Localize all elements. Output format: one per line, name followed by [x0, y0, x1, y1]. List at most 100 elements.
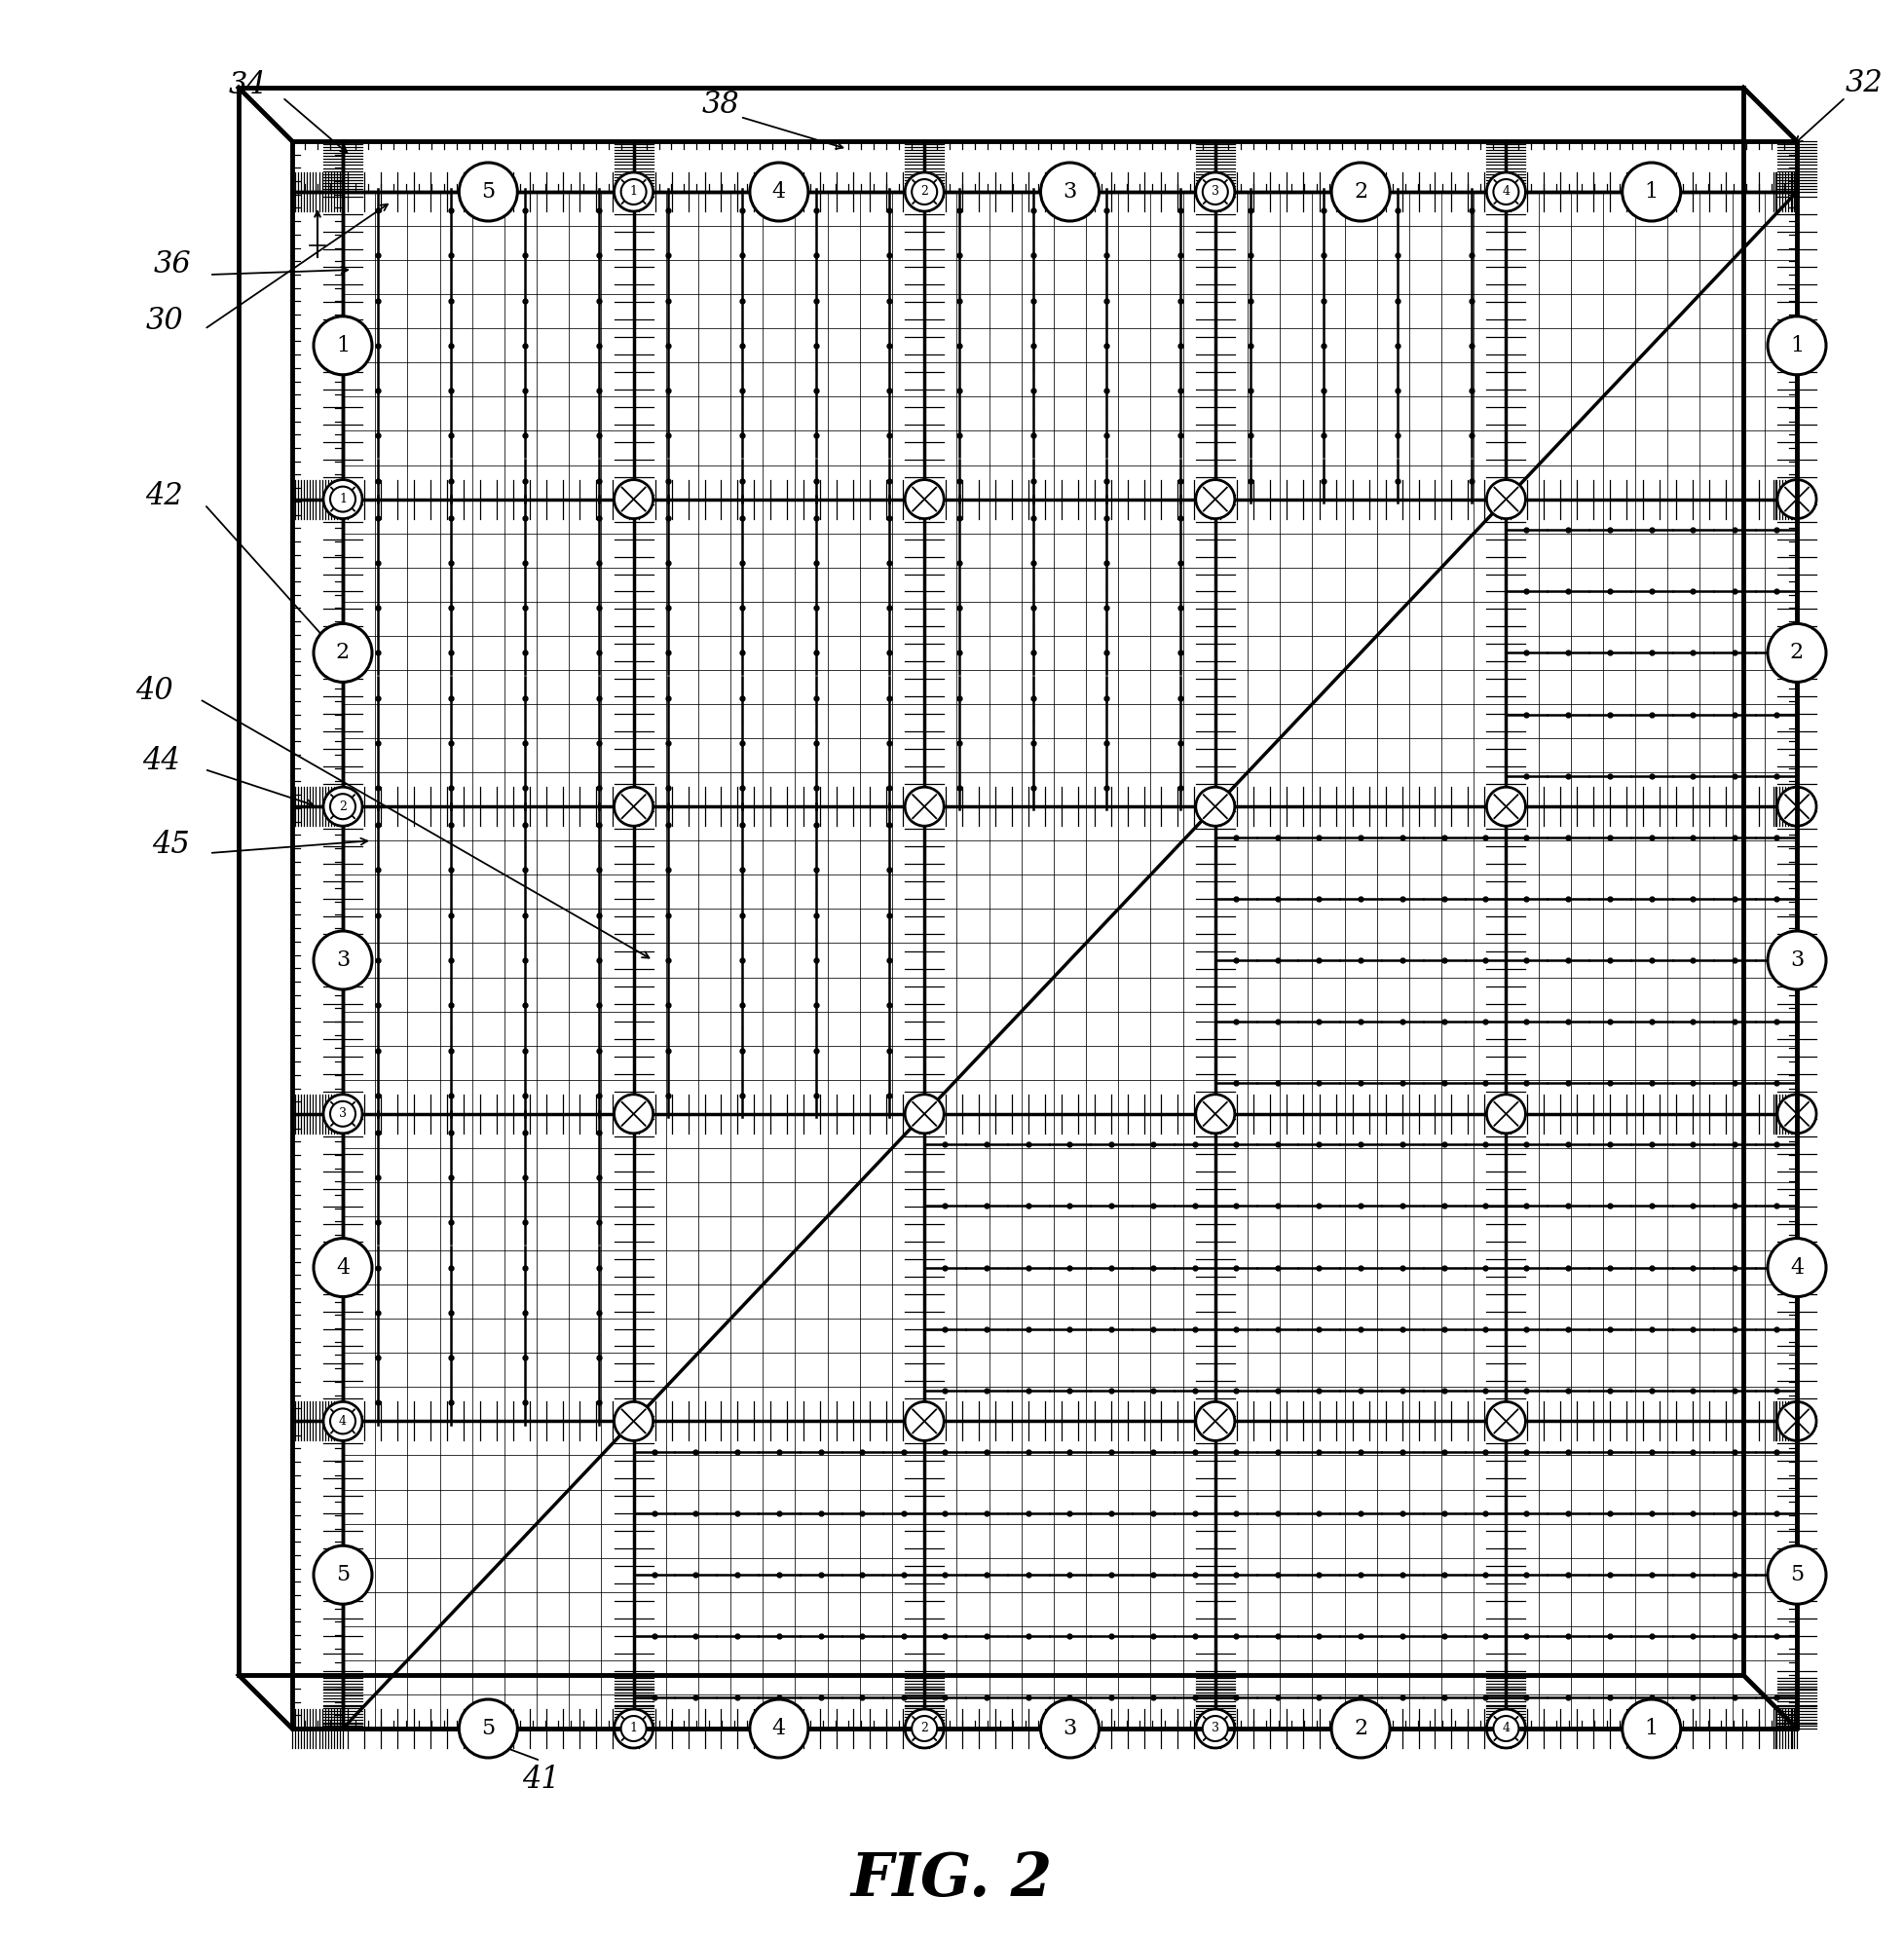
Text: 4: 4 [1502, 186, 1510, 197]
Circle shape [1196, 1709, 1234, 1747]
Circle shape [1487, 788, 1525, 826]
Text: 38: 38 [703, 91, 739, 120]
Circle shape [314, 931, 371, 989]
Text: 1: 1 [630, 186, 638, 197]
Circle shape [615, 1095, 653, 1134]
Text: 44: 44 [143, 747, 181, 776]
Circle shape [615, 172, 653, 211]
Text: 3: 3 [1211, 1722, 1219, 1736]
Circle shape [615, 480, 653, 519]
Text: 2: 2 [1790, 642, 1803, 664]
Circle shape [750, 1699, 809, 1757]
Text: 2: 2 [1354, 1718, 1367, 1740]
Circle shape [1767, 1546, 1826, 1604]
Circle shape [1196, 172, 1234, 211]
Text: 1: 1 [1645, 1718, 1658, 1740]
Circle shape [1041, 1699, 1099, 1757]
Circle shape [1487, 1095, 1525, 1134]
Circle shape [1778, 1095, 1816, 1134]
Text: 3: 3 [339, 1107, 347, 1120]
Circle shape [324, 1401, 362, 1442]
Circle shape [329, 793, 356, 819]
Text: 4: 4 [773, 1718, 786, 1740]
Circle shape [329, 1101, 356, 1126]
Circle shape [1487, 172, 1525, 211]
Circle shape [324, 788, 362, 826]
Text: 4: 4 [1502, 1722, 1510, 1736]
Text: 3: 3 [1062, 182, 1078, 203]
Text: 41: 41 [522, 1765, 560, 1796]
Circle shape [904, 788, 944, 826]
Text: 2: 2 [922, 1722, 929, 1736]
Circle shape [1778, 1401, 1816, 1442]
Circle shape [615, 788, 653, 826]
Circle shape [314, 315, 371, 375]
Circle shape [1767, 623, 1826, 681]
Circle shape [1487, 1709, 1525, 1747]
Circle shape [904, 480, 944, 519]
Circle shape [1767, 931, 1826, 989]
Circle shape [904, 1709, 944, 1747]
Text: 5: 5 [335, 1563, 350, 1585]
Text: 4: 4 [335, 1258, 350, 1279]
Circle shape [314, 623, 371, 681]
Circle shape [621, 1716, 645, 1742]
Text: 3: 3 [1211, 186, 1219, 197]
Circle shape [615, 1709, 653, 1747]
Circle shape [1493, 1716, 1519, 1742]
Text: 5: 5 [1790, 1563, 1803, 1585]
Circle shape [314, 1546, 371, 1604]
Circle shape [912, 1716, 937, 1742]
Circle shape [1196, 480, 1234, 519]
Circle shape [621, 180, 645, 205]
Text: 1: 1 [1790, 335, 1803, 356]
Text: 2: 2 [922, 186, 929, 197]
Circle shape [459, 1699, 518, 1757]
Circle shape [1487, 1401, 1525, 1442]
Text: 1: 1 [1645, 182, 1658, 203]
Text: 42: 42 [145, 482, 183, 511]
Text: 1: 1 [339, 493, 347, 505]
Circle shape [904, 1401, 944, 1442]
Circle shape [750, 163, 809, 221]
Circle shape [1487, 480, 1525, 519]
Circle shape [1203, 180, 1228, 205]
Text: 5: 5 [482, 182, 495, 203]
Circle shape [912, 180, 937, 205]
Text: 2: 2 [335, 642, 350, 664]
Circle shape [1196, 788, 1234, 826]
Circle shape [1196, 1095, 1234, 1134]
Text: 40: 40 [135, 677, 173, 706]
Circle shape [324, 480, 362, 519]
Circle shape [1767, 315, 1826, 375]
Text: 3: 3 [1790, 950, 1803, 971]
Text: 5: 5 [482, 1718, 495, 1740]
Circle shape [459, 163, 518, 221]
Circle shape [314, 1238, 371, 1296]
Text: 1: 1 [335, 335, 350, 356]
Text: 4: 4 [773, 182, 786, 203]
Circle shape [1767, 1238, 1826, 1296]
Circle shape [1041, 163, 1099, 221]
Circle shape [1196, 1401, 1234, 1442]
Circle shape [1622, 1699, 1681, 1757]
Circle shape [615, 1401, 653, 1442]
Circle shape [1493, 180, 1519, 205]
Circle shape [1331, 1699, 1390, 1757]
Text: 45: 45 [152, 830, 190, 861]
Text: FIG. 2: FIG. 2 [851, 1850, 1053, 1908]
Circle shape [1778, 480, 1816, 519]
Circle shape [904, 172, 944, 211]
Circle shape [904, 1095, 944, 1134]
Circle shape [1622, 163, 1681, 221]
Text: 34: 34 [228, 70, 267, 101]
Circle shape [1778, 788, 1816, 826]
Text: 3: 3 [1062, 1718, 1078, 1740]
Text: 3: 3 [335, 950, 350, 971]
Text: 4: 4 [339, 1414, 347, 1428]
Circle shape [329, 486, 356, 513]
Text: 1: 1 [630, 1722, 638, 1736]
Text: 36: 36 [152, 250, 190, 281]
Circle shape [324, 1095, 362, 1134]
Text: 2: 2 [339, 801, 347, 813]
